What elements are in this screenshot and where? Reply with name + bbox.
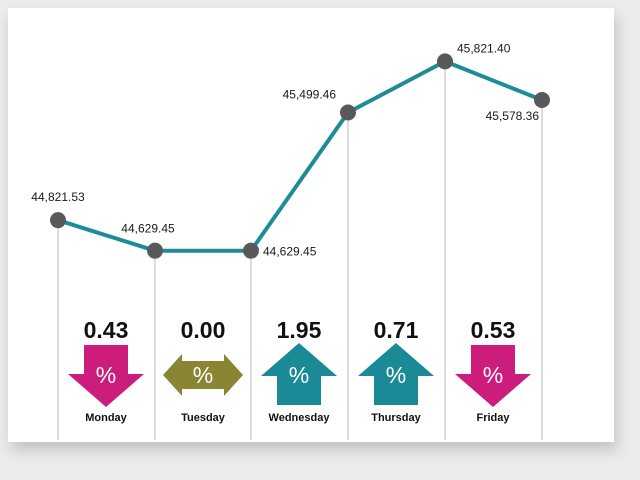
data-point	[534, 91, 550, 108]
value-label: 44,821.53	[31, 190, 85, 204]
sideways-arrow-icon	[163, 354, 243, 396]
percent-change: 1.95	[277, 317, 322, 343]
percent-symbol: %	[193, 362, 213, 388]
change-item: 0.43% Monday	[68, 317, 144, 424]
percent-change: 0.43	[84, 317, 129, 343]
value-label: 45,821.40	[457, 41, 511, 55]
data-point	[243, 242, 259, 259]
day-label: Wednesday	[269, 412, 331, 424]
series-line-layer	[56, 59, 544, 253]
day-label: Friday	[476, 412, 510, 424]
down-arrow-icon	[455, 345, 531, 407]
day-label: Thursday	[371, 412, 421, 424]
data-point	[437, 53, 453, 70]
percent-change: 0.71	[374, 317, 419, 343]
value-label: 45,578.36	[486, 109, 540, 123]
up-arrow-icon	[261, 343, 337, 405]
day-label: Monday	[85, 412, 127, 424]
change-item: 0.00% Tuesday	[163, 317, 243, 424]
weekly-index-chart: 44,821.53 44,629.45 44,629.45 45,499.46 45,8…	[31, 41, 550, 440]
percent-symbol: %	[483, 362, 503, 388]
percent-change: 0.00	[181, 317, 226, 343]
value-label: 44,629.45	[263, 245, 317, 259]
value-label: 44,629.45	[121, 222, 175, 236]
up-arrow-icon	[358, 343, 434, 405]
day-label: Tuesday	[181, 412, 226, 424]
chart-card: 44,821.53 44,629.45 44,629.45 45,499.46 45,8…	[8, 8, 614, 442]
day-dividers	[57, 61, 543, 440]
data-point	[147, 242, 163, 259]
down-arrow-icon	[68, 345, 144, 407]
percent-symbol: %	[386, 362, 406, 388]
change-item: 1.95% Wednesday	[261, 317, 337, 424]
percent-symbol: %	[289, 362, 309, 388]
data-point	[50, 212, 66, 229]
change-item: 0.53% Friday	[455, 317, 531, 424]
change-panel: 0.43% Monday 0.00% Tuesday 1.95% Wednesday 0.7…	[68, 317, 531, 424]
percent-symbol: %	[96, 362, 116, 388]
percent-change: 0.53	[471, 317, 516, 343]
data-points	[50, 53, 550, 259]
value-label: 45,499.46	[283, 87, 337, 101]
change-item: 0.71% Thursday	[358, 317, 434, 424]
value-labels: 44,821.53 44,629.45 44,629.45 45,499.46 45,8…	[31, 41, 539, 258]
index-series-line	[56, 59, 544, 253]
data-point	[340, 104, 356, 121]
